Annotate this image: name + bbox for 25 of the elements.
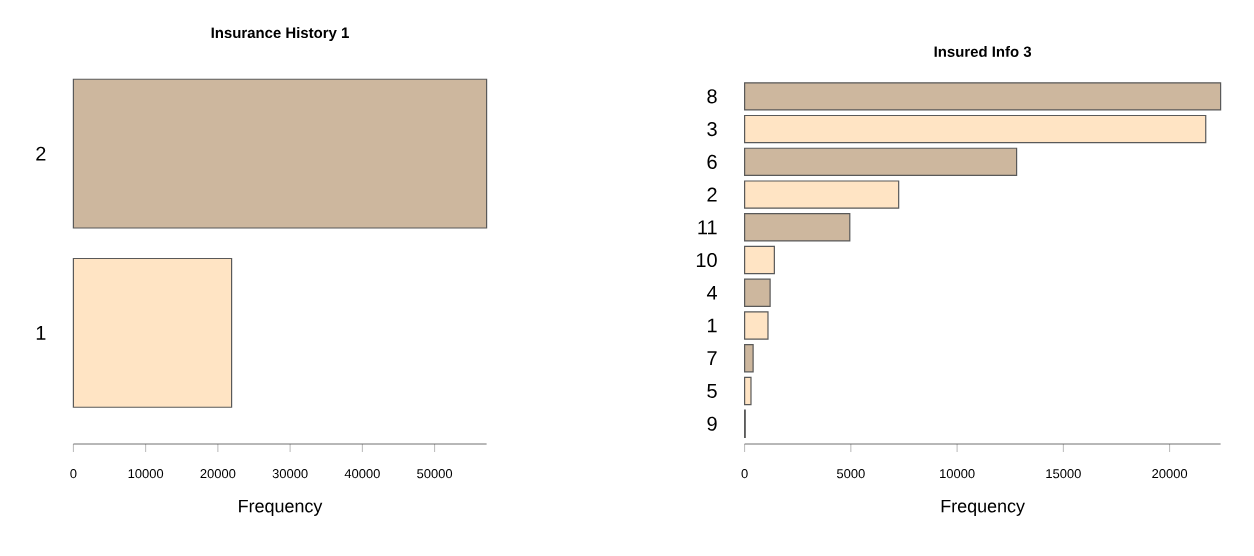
bar xyxy=(744,82,1222,111)
y-tick-label: 3 xyxy=(707,122,717,137)
x-axis-title: Frequency xyxy=(239,499,323,516)
y-tick-label: 11 xyxy=(698,220,717,235)
y-tick-label: 10 xyxy=(696,252,717,268)
bar xyxy=(744,180,900,209)
y-tick-label: 1 xyxy=(708,318,717,333)
bar xyxy=(744,344,754,373)
y-tick-label: 7 xyxy=(707,351,717,366)
y-tick-label: 8 xyxy=(707,89,717,104)
y-tick-label: 2 xyxy=(707,187,717,202)
bar xyxy=(744,213,851,242)
y-tick-label: 5 xyxy=(707,384,717,398)
y-tick-label: 6 xyxy=(707,154,717,169)
bar xyxy=(744,114,1207,144)
bar xyxy=(744,376,752,406)
y-tick-label: 1 xyxy=(36,326,46,340)
bar xyxy=(744,147,1018,177)
bar xyxy=(744,245,775,275)
x-axis-title: Frequency xyxy=(941,499,1025,516)
bar xyxy=(744,311,769,340)
bar xyxy=(744,278,771,307)
y-tick-label: 9 xyxy=(707,416,717,431)
y-tick-label: 4 xyxy=(706,285,717,300)
y-tick-label: 2 xyxy=(36,146,46,161)
